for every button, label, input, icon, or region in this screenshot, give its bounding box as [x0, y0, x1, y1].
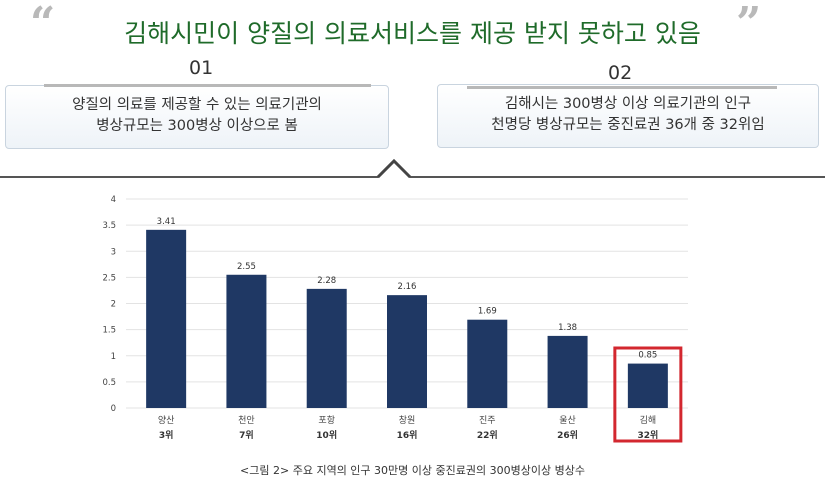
- close-quote-mark: ”: [736, 0, 762, 49]
- point-number-1: 01: [189, 57, 214, 79]
- bar: [306, 288, 347, 408]
- x-tick-label: 양산: [158, 415, 175, 426]
- y-tick-label: 3.5: [102, 221, 116, 231]
- point-2-line-2: 천명당 병상규모는 중진료권 36개 중 32위임: [491, 117, 765, 133]
- point-1-underline: [44, 84, 371, 87]
- y-tick-label: 0.5: [102, 378, 116, 388]
- page-title: 김해시민이 양질의 의료서비스를 제공 받지 못하고 있음: [124, 19, 701, 48]
- x-tick-label: 포항: [318, 415, 335, 426]
- section-divider: [0, 158, 825, 179]
- bar: [387, 295, 427, 408]
- y-tick-label: 1.5: [102, 326, 116, 336]
- rank-label: 10위: [316, 429, 337, 441]
- bar: [547, 335, 588, 408]
- y-tick-label: 4: [111, 195, 116, 205]
- rank-label: 26위: [557, 429, 578, 441]
- x-tick-label: 천안: [238, 415, 255, 426]
- bar: [146, 229, 187, 408]
- point-1-line-1: 양질의 의료를 제공할 수 있는 의료기관의: [72, 97, 322, 113]
- point-number-2: 02: [608, 62, 633, 84]
- figure-caption: <그림 2> 주요 지역의 인구 30만명 이상 중진료권의 300병상이상 병…: [240, 464, 585, 477]
- point-box-1: 양질의 의료를 제공할 수 있는 의료기관의 병상규모는 300병상 이상으로 …: [5, 85, 389, 149]
- x-tick-label: 창원: [399, 415, 416, 426]
- point-2-underline: [467, 86, 777, 89]
- point-box-2: 김해시는 300병상 이상 의료기관의 인구 천명당 병상규모는 중진료권 36…: [437, 84, 819, 148]
- data-label: 2.28: [317, 276, 336, 286]
- x-tick-label: 울산: [559, 415, 576, 426]
- data-label: 3.41: [157, 217, 176, 227]
- rank-label: 7위: [239, 429, 254, 441]
- y-tick-label: 2.5: [102, 273, 116, 283]
- point-2-line-1: 김해시는 300병상 이상 의료기관의 인구: [504, 96, 752, 112]
- x-tick-label: 김해: [640, 414, 657, 426]
- x-tick-label: 진주: [479, 415, 496, 426]
- highlight-box: [613, 346, 683, 443]
- y-tick-label: 1: [111, 352, 116, 362]
- data-label: 0.85: [638, 351, 657, 361]
- data-label: 2.55: [237, 262, 256, 272]
- y-tick-label: 3: [111, 247, 116, 257]
- bar: [467, 319, 508, 408]
- data-label: 2.16: [398, 282, 417, 292]
- data-label: 1.38: [558, 323, 577, 333]
- bar: [226, 274, 267, 408]
- rank-label: 3위: [159, 429, 174, 441]
- point-1-line-2: 병상규모는 300병상 이상으로 봄: [96, 118, 298, 134]
- rank-label: 22위: [477, 429, 498, 441]
- y-tick-label: 2: [111, 300, 116, 310]
- y-tick-label: 0: [111, 404, 116, 414]
- rank-label: 32위: [637, 429, 658, 441]
- bar: [627, 363, 668, 408]
- data-label: 1.69: [478, 307, 497, 317]
- rank-label: 16위: [397, 429, 418, 441]
- open-quote-mark: “: [30, 0, 56, 49]
